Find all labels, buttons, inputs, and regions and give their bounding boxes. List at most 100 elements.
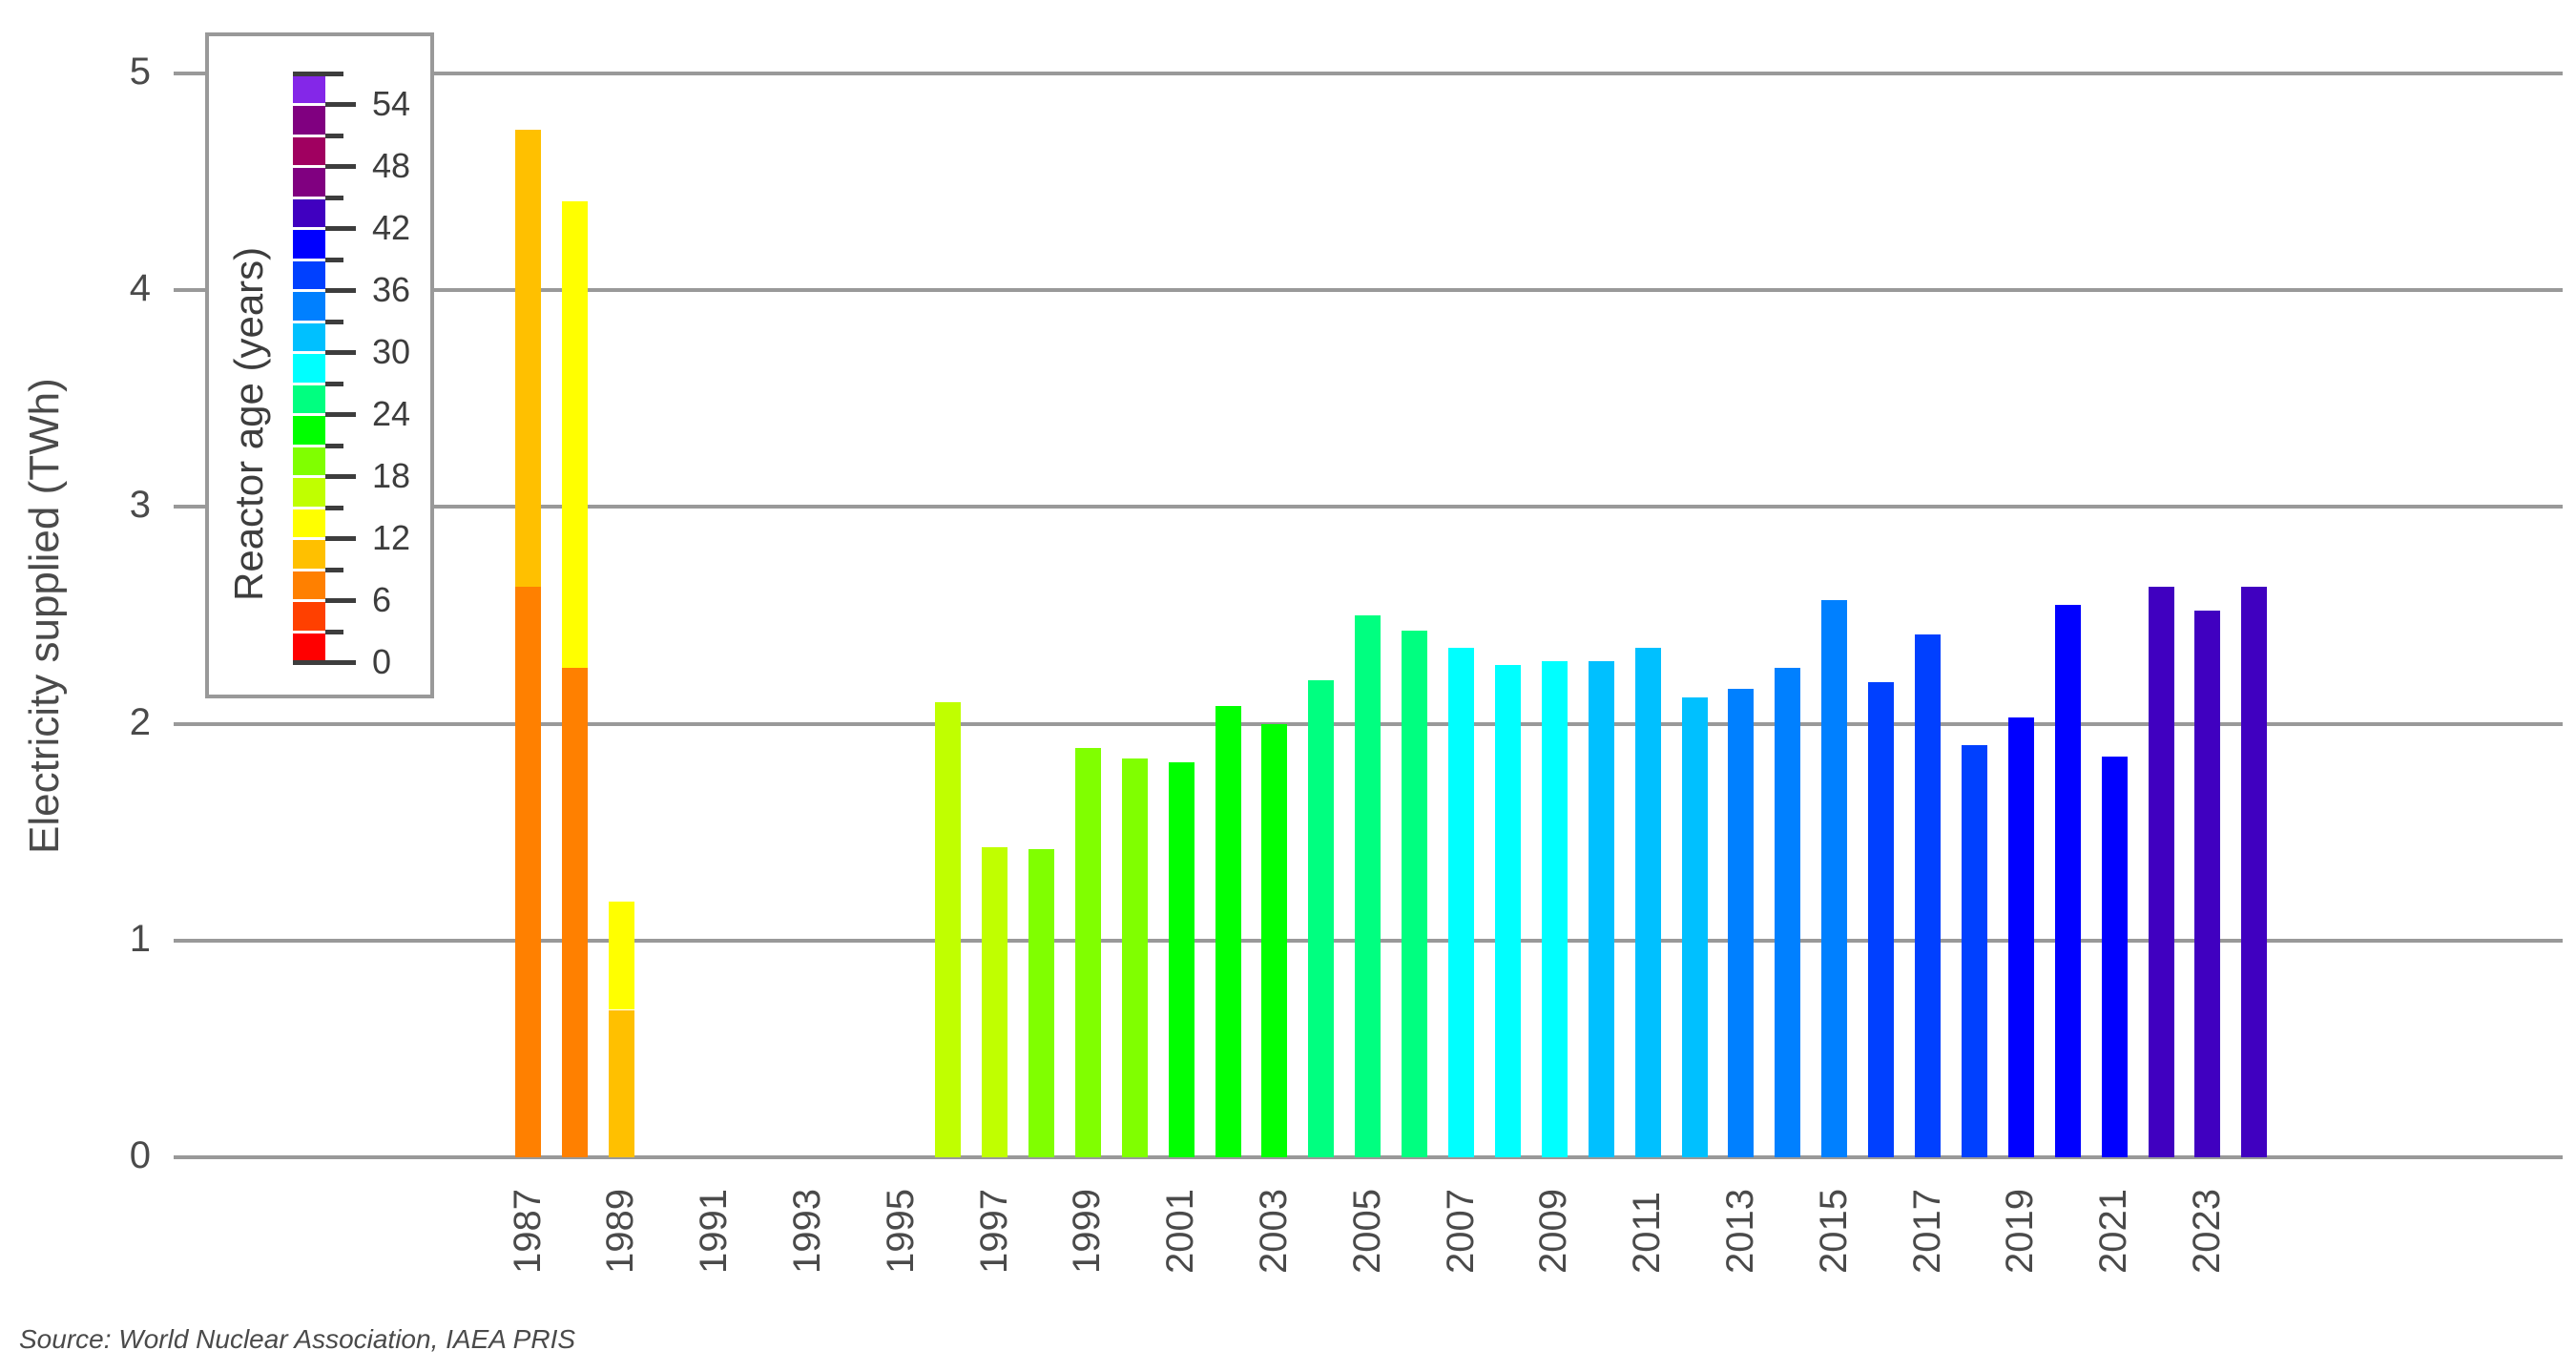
gridline [174,505,2563,509]
y-tick-label: 4 [129,267,151,310]
legend-color-swatch [293,478,325,507]
legend-color-swatch [293,230,325,259]
legend-color-swatch [293,74,325,103]
bar-segment [982,847,1008,1157]
x-tick-label: 2017 [1905,1189,1948,1274]
bar-segment [1868,682,1895,1157]
legend-tick-label: 18 [372,456,411,495]
legend-color-swatch [293,136,325,165]
bar-segment [1588,660,1614,1157]
bar-segment [1961,745,1987,1157]
bar-segment [1775,667,1801,1157]
bar-segment [1168,762,1195,1157]
legend-color-swatch [293,292,325,321]
bar-segment [1308,680,1335,1157]
legend-tick-label: 42 [372,208,411,247]
x-tick-label: 2013 [1718,1189,1761,1274]
legend-color-swatch [293,106,325,135]
bar-segment [515,130,541,588]
bar-segment [2054,604,2081,1157]
legend-tick-label: 30 [372,332,411,371]
bar-segment [2101,756,2128,1157]
x-tick-label: 2001 [1159,1189,1202,1274]
gridline [174,288,2563,293]
gridline [174,1155,2563,1159]
legend-tick-label: 36 [372,270,411,309]
y-tick-label: 1 [129,917,151,960]
legend-color-swatch [293,540,325,569]
bar-segment [2007,717,2034,1157]
legend-tick [325,102,356,107]
legend-tick-label: 12 [372,518,411,557]
bar-segment [515,587,541,1157]
x-tick-label: 1999 [1066,1189,1109,1274]
x-tick-label: 1995 [879,1189,922,1274]
legend-color-swatch [293,354,325,383]
legend-tick [325,133,343,138]
bar-segment [1215,706,1241,1157]
legend-tick [325,536,356,541]
y-tick-label: 5 [129,51,151,93]
bar-segment [1121,758,1148,1157]
bar-segment [2194,611,2221,1157]
legend-tick [325,598,356,603]
legend-color-swatch [293,198,325,227]
bar-segment [1728,689,1755,1157]
y-tick-label: 3 [129,484,151,527]
bar-segment [1261,723,1288,1157]
legend-tick-label: 54 [372,84,411,123]
legend-tick [325,195,343,200]
x-tick-label: 2023 [2185,1189,2228,1274]
bar-segment [2241,587,2268,1157]
legend-title: Reactor age (years) [226,246,271,601]
legend-tick [325,443,343,448]
legend-tick [325,505,343,510]
x-tick-label: 1987 [506,1189,549,1274]
y-axis-title: Electricity supplied (TWh) [21,378,68,854]
x-tick-label: 2005 [1345,1189,1388,1274]
bar-segment [1402,630,1428,1157]
legend-tick [325,257,343,262]
legend-color-swatch [293,633,325,661]
legend-color-swatch [293,509,325,537]
x-tick-label: 1989 [599,1189,642,1274]
x-tick-label: 2015 [1812,1189,1855,1274]
color-legend: Reactor age (years) 0 6 12 18 24 30 36 42 48 54 [205,32,434,698]
source-note: Source: World Nuclear Association, IAEA … [19,1324,576,1354]
bar-segment [1074,747,1101,1157]
legend-tick [325,412,356,417]
x-tick-label: 2007 [1439,1189,1482,1274]
bar-segment [1448,648,1474,1157]
legend-color-swatch [293,260,325,289]
legend-tick [325,350,356,355]
x-tick-label: 1993 [785,1189,828,1274]
bar-segment [1634,648,1661,1157]
legend-color-swatch [293,416,325,445]
legend-tick [325,288,356,293]
bar-segment [1541,660,1568,1157]
legend-color-swatch [293,571,325,599]
gridline [174,72,2563,75]
bar-segment [1494,665,1521,1157]
bar-segment [1821,600,1848,1157]
bar-segment [935,701,962,1157]
bar-segment [1915,634,1941,1157]
legend-tick-label: 24 [372,394,411,433]
x-tick-label: 2019 [1999,1189,2042,1274]
x-tick-label: 1991 [693,1189,736,1274]
legend-tick [325,474,356,479]
legend-tick [325,381,343,386]
legend-tick-label: 0 [372,642,392,681]
legend-color-swatch [293,168,325,197]
legend-tick [325,226,356,231]
legend-color-swatch [293,602,325,631]
y-tick-label: 2 [129,700,151,743]
bar-segment [1028,849,1054,1157]
bar-segment [561,201,588,668]
legend-color-swatch [293,322,325,351]
legend-tick-label: 6 [372,580,392,619]
x-tick-label: 2003 [1252,1189,1295,1274]
legend-tick [293,71,343,76]
y-tick-label: 0 [129,1134,151,1176]
legend-tick [293,660,356,665]
